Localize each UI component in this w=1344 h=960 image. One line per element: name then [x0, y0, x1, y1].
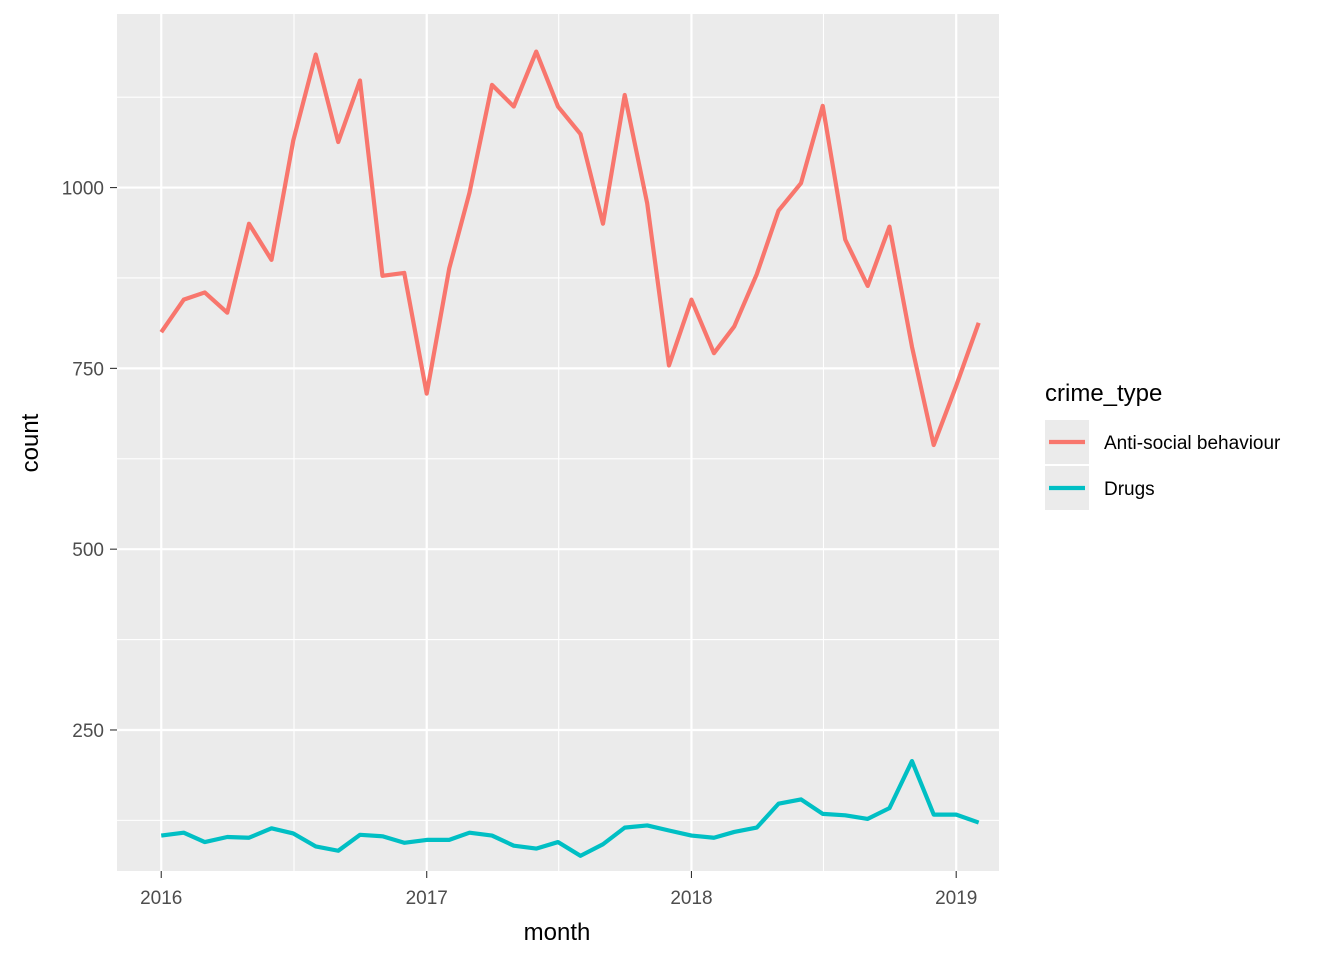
- legend-label: Anti-social behaviour: [1104, 433, 1281, 454]
- x-tick-label: 2018: [670, 888, 712, 909]
- x-axis: 2016 2017 2018 2019: [140, 871, 977, 909]
- x-tick-label: 2019: [935, 888, 977, 909]
- y-axis-title: count: [17, 413, 44, 472]
- y-tick-label: 1000: [62, 179, 104, 200]
- legend-keys: Anti-social behaviour Drugs: [1045, 420, 1281, 510]
- y-tick-label: 750: [72, 359, 104, 380]
- x-tick-label: 2017: [406, 888, 448, 909]
- x-tick-label: 2016: [140, 888, 182, 909]
- minor-gridlines: [117, 14, 999, 871]
- series-lines: [159, 49, 981, 858]
- y-axis: 250 500 750 1000: [62, 179, 117, 742]
- x-axis-title: month: [524, 919, 591, 946]
- legend-title: crime_type: [1045, 380, 1162, 407]
- major-gridlines: [117, 14, 999, 871]
- plot-panel: [117, 14, 999, 871]
- series-line-anti-social-behaviour: [159, 49, 981, 448]
- series-line-drugs: [160, 758, 980, 858]
- y-tick-label: 250: [72, 721, 104, 742]
- legend-label: Drugs: [1104, 479, 1155, 500]
- legend: crime_type Anti-social behaviour Drugs: [1045, 380, 1281, 510]
- y-tick-label: 500: [72, 540, 104, 561]
